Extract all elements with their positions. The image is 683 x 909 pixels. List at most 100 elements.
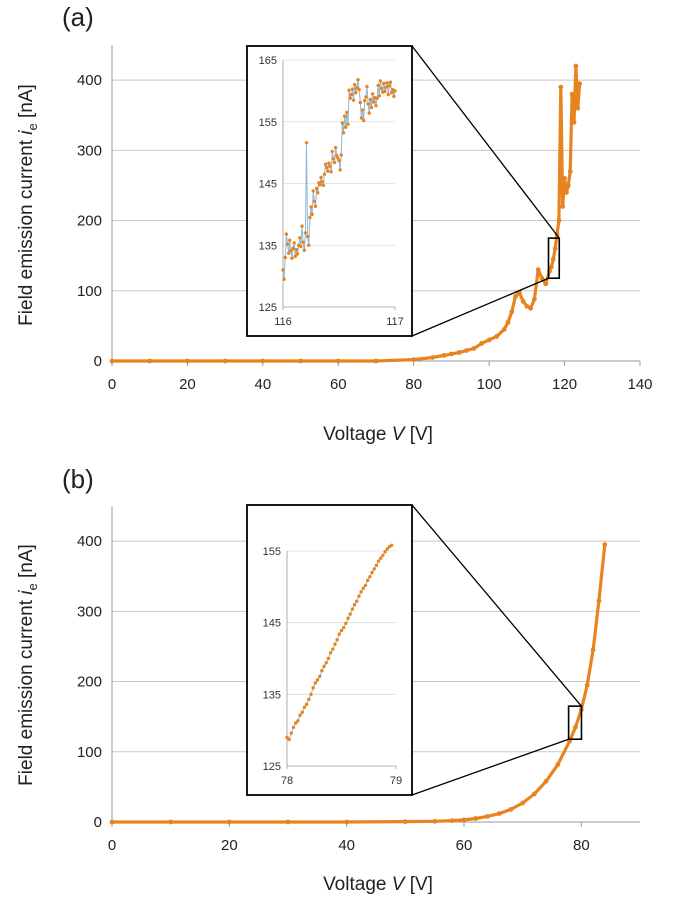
inset-data-point [383,89,387,94]
inset-data-point [296,719,300,723]
inset-data-point [346,122,350,126]
inset-data-point [344,621,348,626]
y-tick-label: 200 [77,213,102,230]
inset-data-point [367,111,371,115]
inset-data-point [379,86,384,91]
inset-data-point [286,251,291,255]
data-point [185,358,190,364]
data-point [590,647,596,653]
inset-data-point [355,86,359,90]
inset-data-point [304,702,309,707]
inset-data-point [359,116,364,120]
inset-data-point [329,170,333,174]
inset-data-point [324,165,329,170]
inset-data-point [374,563,379,568]
zoom-connector-line [411,45,560,239]
inset-data-point [328,651,333,655]
data-point [494,334,500,339]
data-point [509,309,515,315]
data-point [596,598,602,604]
inset-data-point [315,678,320,682]
inset-data-point [300,710,304,714]
inset-data-point [287,737,291,742]
inset-y-tick-label: 155 [259,117,277,129]
inset-data-point [288,238,292,243]
data-point [109,358,115,364]
inset-data-point [341,131,346,135]
inset-data-point [384,85,388,89]
y-tick-label: 300 [77,142,102,159]
inset-data-point [345,110,349,115]
inset-data-point [321,183,326,188]
data-point [564,190,569,195]
inset-y-tick-label: 155 [263,546,281,558]
data-point [558,84,564,90]
data-point [565,183,571,188]
inset-data-point [312,199,317,204]
inset-data-point [378,79,383,83]
data-point [535,267,541,273]
inset-data-point [338,168,342,172]
inset-x-tick-label: 79 [390,775,402,787]
inset-data-point [376,559,381,563]
data-point [109,819,115,825]
data-point [486,337,492,343]
inset-data-point [311,189,315,193]
inset-data-point [349,92,354,97]
data-point [449,351,454,357]
inset-data-point [324,661,328,665]
data-point [528,305,534,311]
inset-data-point [344,125,348,130]
data-point [373,358,379,364]
inset-data-point [328,164,332,168]
inset-data-point [309,692,313,697]
inset-y-tick-label: 145 [263,618,281,630]
inset-data-point [311,686,315,690]
inset-data-point [388,80,393,84]
inset-y-tick-label: 165 [259,55,277,67]
inset-data-point [385,81,389,85]
inset-data-point [316,191,320,195]
data-point [548,264,554,270]
inset-data-point [285,735,289,740]
data-point [432,818,438,824]
inset-data-point [356,78,360,82]
inset-data-point [385,547,389,551]
inset-data-point [307,697,311,702]
inset-data-point [361,586,365,590]
data-point [471,345,477,351]
data-point [575,105,581,111]
data-point [543,281,549,287]
inset-data-point [293,254,298,259]
data-point [168,819,174,825]
panel-label: (b) [62,464,94,494]
inset-data-point [376,83,380,88]
inset-data-point [313,681,318,685]
x-tick-label: 40 [338,837,355,854]
data-point [571,119,577,125]
data-point [473,816,479,821]
data-point [532,791,537,797]
inset-data-point [308,215,312,220]
zoom-box [567,705,583,741]
inset-data-point [387,84,392,88]
inset-data-point [331,647,335,651]
x-tick-label: 0 [108,376,116,393]
zoom-connector-line [411,504,582,707]
inset-y-tick-label: 125 [263,761,281,773]
data-point [344,819,350,825]
inset-x-tick-label: 117 [386,316,404,328]
x-tick-label: 100 [477,376,502,393]
inset-data-point [307,243,311,247]
data-point [524,303,530,309]
x-tick-label: 140 [627,376,652,393]
data-point [550,256,556,262]
x-tick-label: 20 [221,837,238,854]
zoom-connector-line [411,738,569,796]
data-point [402,819,408,825]
inset-data-point [282,277,286,281]
inset-data-point [339,153,343,157]
chart-panel-b: (b) 0 100 200 300 400 0 20 40 60 80 125 135 145 155 78 7… [16,464,640,895]
inset-data-point [284,232,289,236]
inset-data-point [386,92,390,97]
